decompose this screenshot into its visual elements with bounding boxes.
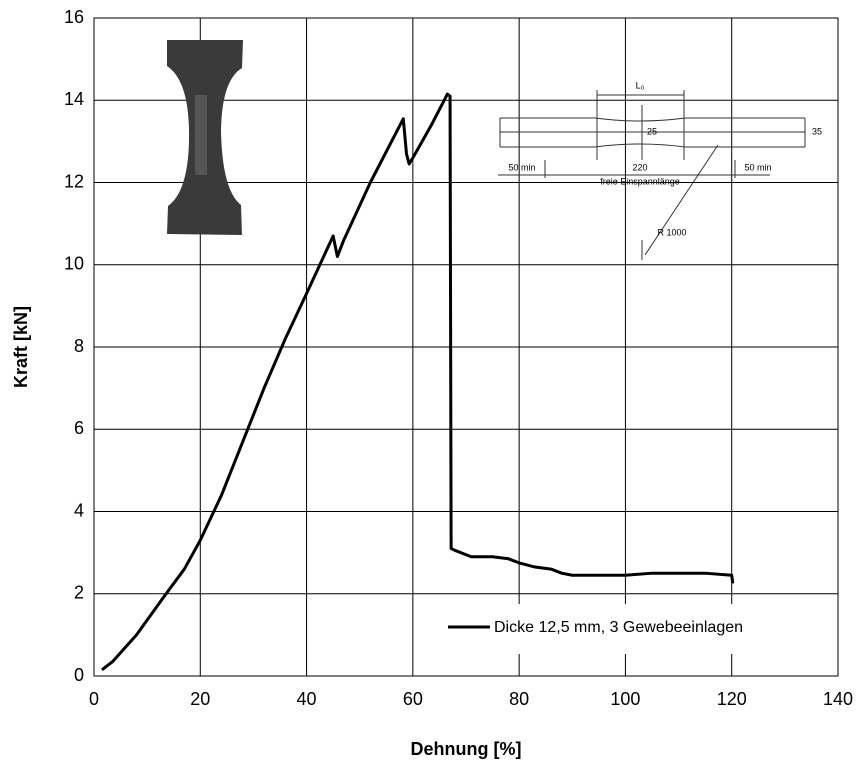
x-tick-label: 120 <box>717 689 747 709</box>
y-tick-label: 0 <box>74 665 84 685</box>
drawing-line <box>500 143 805 148</box>
photo-highlight <box>195 95 207 175</box>
drawing-label: freie Einspannlänge <box>600 176 680 186</box>
x-tick-label: 80 <box>509 689 529 709</box>
data-line <box>101 92 735 672</box>
plot-frame <box>93 17 839 677</box>
y-axis-label: Kraft [kN] <box>11 306 31 388</box>
x-tick-label: 40 <box>297 689 317 709</box>
drawing-label: 25 <box>647 126 657 136</box>
drawing-label: 50 min <box>508 162 535 172</box>
drawing-label: 50 min <box>744 162 771 172</box>
y-tick-label: 14 <box>64 89 84 109</box>
y-tick-label: 16 <box>64 7 84 27</box>
x-tick-label: 0 <box>89 689 99 709</box>
drawing-label: L₀ <box>636 80 645 90</box>
drawing-label: 220 <box>632 162 647 172</box>
drawing-label: 35 <box>812 126 822 136</box>
y-tick-label: 4 <box>74 500 84 520</box>
x-tick-label: 60 <box>403 689 423 709</box>
y-tick-label: 8 <box>74 336 84 356</box>
y-tick-label: 10 <box>64 254 84 274</box>
x-tick-label: 100 <box>610 689 640 709</box>
specimen-drawing <box>498 90 806 260</box>
y-tick-label: 6 <box>74 418 84 438</box>
x-tick-label: 140 <box>823 689 853 709</box>
drawing-line <box>500 117 805 122</box>
drawing-line <box>644 144 719 256</box>
legend-label: Dicke 12,5 mm, 3 Gewebeeinlagen <box>494 619 743 636</box>
y-tick-label: 2 <box>74 583 84 603</box>
y-tick-label: 12 <box>64 171 84 191</box>
legend-box <box>438 604 830 654</box>
x-axis-label: Dehnung [%] <box>411 739 522 759</box>
drawing-label: R 1000 <box>657 227 686 237</box>
x-tick-label: 20 <box>190 689 210 709</box>
